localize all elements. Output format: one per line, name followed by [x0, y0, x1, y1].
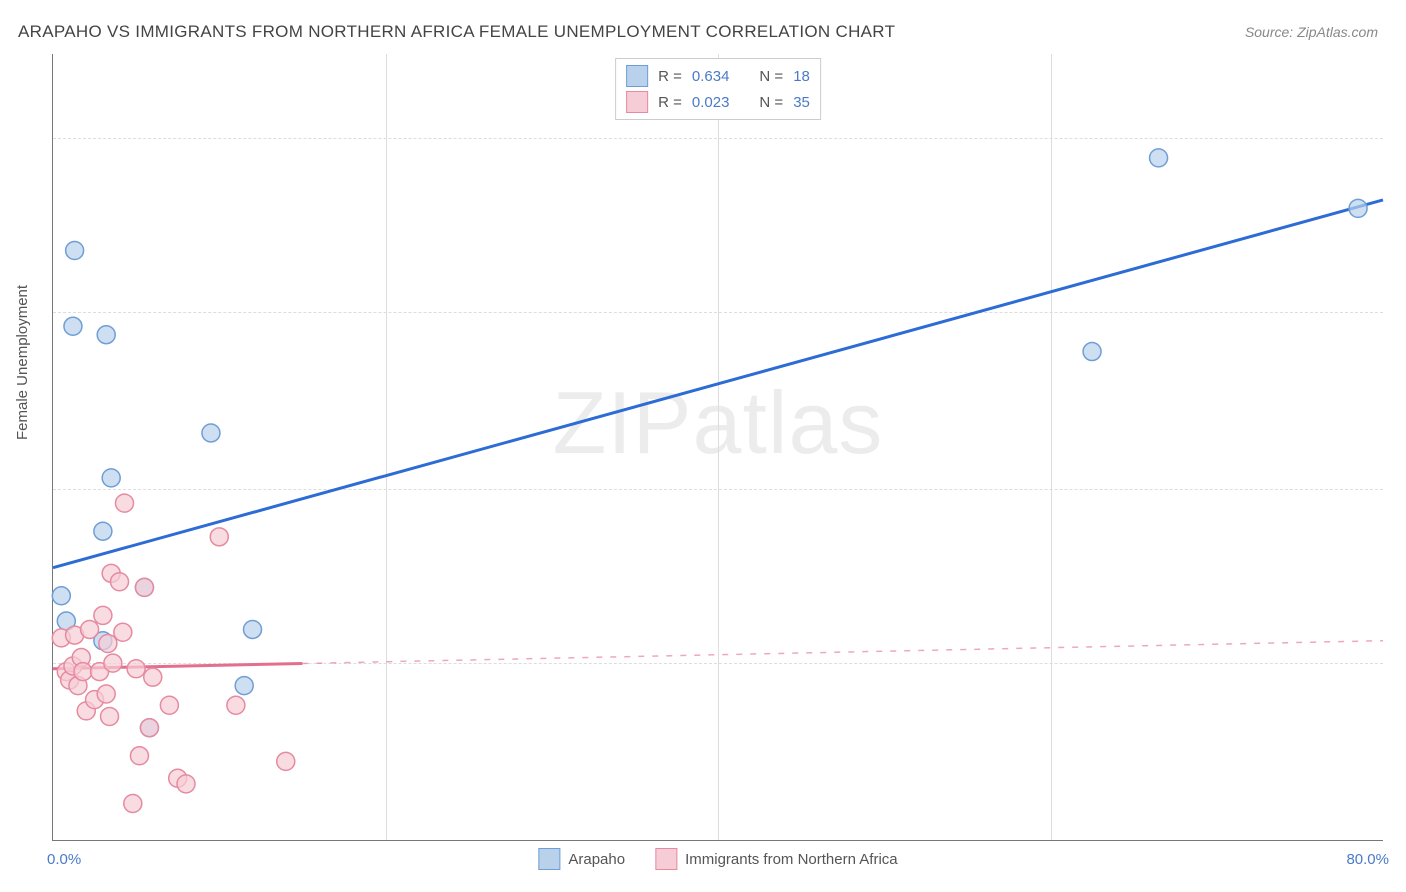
data-point: [227, 696, 245, 714]
data-point: [1349, 199, 1367, 217]
data-point: [97, 326, 115, 344]
data-point: [124, 795, 142, 813]
source-attribution: Source: ZipAtlas.com: [1245, 24, 1378, 40]
data-point: [140, 719, 158, 737]
chart-title: ARAPAHO VS IMMIGRANTS FROM NORTHERN AFRI…: [18, 22, 895, 42]
legend-label-1: Immigrants from Northern Africa: [685, 851, 898, 868]
y-axis-label: Female Unemployment: [14, 285, 31, 440]
legend-row-series-0: R = 0.634 N = 18: [626, 63, 810, 89]
y-tick-label: 18.8%: [1393, 304, 1406, 321]
legend-row-series-1: R = 0.023 N = 35: [626, 89, 810, 115]
swatch-series-0: [626, 65, 648, 87]
swatch-series-1: [655, 848, 677, 870]
n-value-0: 18: [793, 68, 810, 85]
data-point: [102, 469, 120, 487]
legend-item-1: Immigrants from Northern Africa: [655, 848, 898, 870]
data-point: [202, 424, 220, 442]
legend-item-0: Arapaho: [538, 848, 625, 870]
data-point: [81, 620, 99, 638]
trend-line-extrapolated: [302, 641, 1383, 664]
data-point: [114, 623, 132, 641]
data-point: [111, 573, 129, 591]
data-point: [64, 317, 82, 335]
data-point: [104, 654, 122, 672]
data-point: [130, 747, 148, 765]
y-tick-label: 12.5%: [1393, 481, 1406, 498]
data-point: [277, 752, 295, 770]
data-point: [244, 620, 262, 638]
r-label: R =: [658, 94, 682, 111]
scatter-svg: [53, 54, 1383, 840]
r-value-1: 0.023: [692, 94, 730, 111]
data-point: [115, 494, 133, 512]
data-point: [99, 635, 117, 653]
plot-area: ZIPatlas 6.3%12.5%18.8%25.0% R = 0.634 N…: [52, 54, 1383, 841]
x-max-label: 80.0%: [1346, 851, 1389, 868]
r-label: R =: [658, 68, 682, 85]
data-point: [160, 696, 178, 714]
data-point: [135, 578, 153, 596]
data-point: [74, 663, 92, 681]
x-min-label: 0.0%: [47, 851, 81, 868]
trend-line: [53, 200, 1383, 568]
data-point: [66, 242, 84, 260]
data-point: [97, 685, 115, 703]
data-point: [210, 528, 228, 546]
correlation-legend: R = 0.634 N = 18 R = 0.023 N = 35: [615, 58, 821, 120]
data-point: [94, 606, 112, 624]
series-legend: Arapaho Immigrants from Northern Africa: [538, 848, 897, 870]
data-point: [94, 522, 112, 540]
data-point: [144, 668, 162, 686]
y-tick-label: 6.3%: [1393, 655, 1406, 672]
swatch-series-1: [626, 91, 648, 113]
chart-container: ARAPAHO VS IMMIGRANTS FROM NORTHERN AFRI…: [0, 0, 1406, 892]
data-point: [101, 707, 119, 725]
data-point: [52, 587, 70, 605]
r-value-0: 0.634: [692, 68, 730, 85]
y-tick-label: 25.0%: [1393, 130, 1406, 147]
data-point: [177, 775, 195, 793]
data-point: [127, 660, 145, 678]
data-point: [235, 677, 253, 695]
swatch-series-0: [538, 848, 560, 870]
n-value-1: 35: [793, 94, 810, 111]
data-point: [1083, 343, 1101, 361]
data-point: [1150, 149, 1168, 167]
n-label: N =: [759, 68, 783, 85]
legend-label-0: Arapaho: [568, 851, 625, 868]
n-label: N =: [759, 94, 783, 111]
